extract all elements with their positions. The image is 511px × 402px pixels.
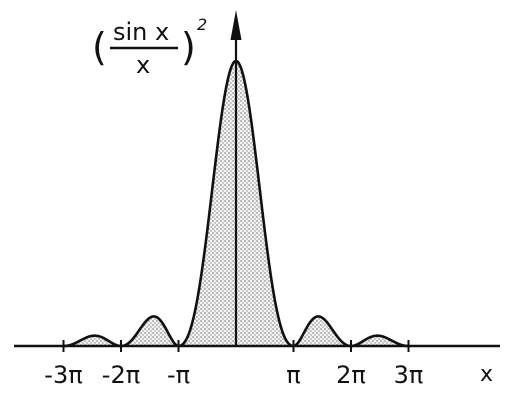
ylabel-denominator: x <box>136 51 150 79</box>
x-axis-label: x <box>480 362 493 387</box>
ylabel-exponent: 2 <box>197 15 207 34</box>
x-ticks: -3π -2π -π π 2π 3π <box>44 340 423 389</box>
ylabel-close-paren: ) <box>181 25 196 69</box>
x-tick-label: -2π <box>102 361 140 389</box>
x-tick-label: 3π <box>394 361 424 389</box>
y-axis-label: ( sin x x ) 2 <box>92 15 207 79</box>
x-tick-label: -3π <box>44 361 82 389</box>
ylabel-numerator: sin x <box>113 18 169 46</box>
x-tick-label: π <box>286 361 300 389</box>
ylabel-open-paren: ( <box>92 25 107 69</box>
y-axis-arrow-icon <box>230 10 242 40</box>
x-tick-label: -π <box>167 361 190 389</box>
x-tick-label: 2π <box>336 361 366 389</box>
